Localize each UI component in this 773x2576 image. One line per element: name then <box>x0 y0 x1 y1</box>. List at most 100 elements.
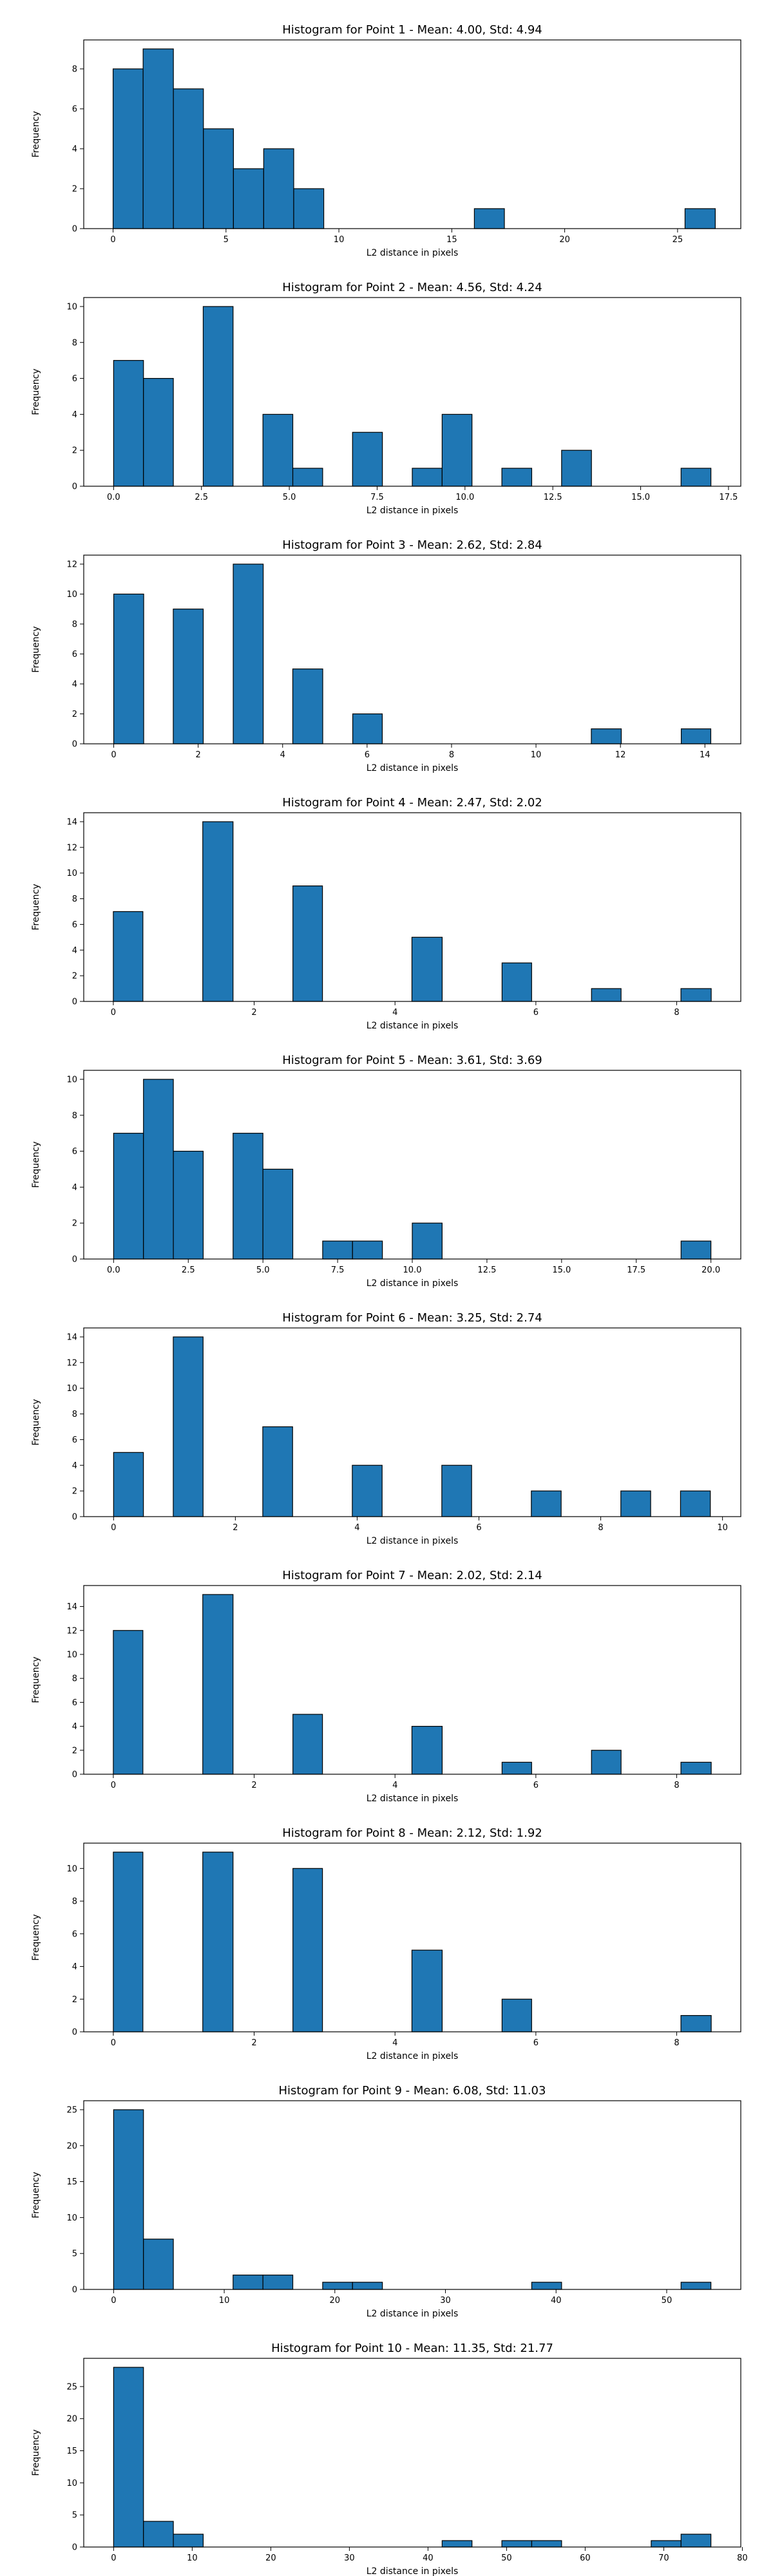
histogram-panel: Histogram for Point 2 - Mean: 4.56, Std:… <box>31 281 741 516</box>
histogram-bar <box>143 1079 174 1260</box>
y-axis-label: Frequency <box>31 1141 41 1188</box>
histogram-bar <box>262 413 294 487</box>
y-tick-label: 10 <box>66 1075 77 1084</box>
y-tick-label: 10 <box>66 302 77 312</box>
x-tick-label: 12.5 <box>544 493 562 502</box>
y-tick-label: 14 <box>66 817 77 827</box>
x-tick-label: 12.5 <box>477 1265 496 1275</box>
histogram-bar <box>292 1868 323 2032</box>
histogram-panel: Histogram for Point 1 - Mean: 4.00, Std:… <box>31 23 741 258</box>
axes-frame <box>83 2358 741 2548</box>
x-axis-label: L2 distance in pixels <box>367 1021 459 1031</box>
x-tick-label: 0 <box>111 2553 116 2563</box>
y-tick-label: 6 <box>72 104 77 114</box>
y-tick-label: 2 <box>72 710 77 719</box>
histogram-bar <box>202 306 234 487</box>
x-axis-label: L2 distance in pixels <box>367 2051 459 2061</box>
histogram-panel: Histogram for Point 4 - Mean: 2.47, Std:… <box>31 796 741 1031</box>
histogram-bar <box>322 1240 353 1260</box>
y-axis-label: Frequency <box>31 2172 41 2218</box>
x-axis-label: L2 distance in pixels <box>367 506 459 516</box>
histogram-bar <box>173 88 204 229</box>
y-tick-label: 4 <box>72 679 77 689</box>
axes-frame <box>83 554 741 744</box>
axes-frame <box>83 39 741 229</box>
y-tick-label: 10 <box>66 590 77 600</box>
x-tick-label: 6 <box>476 1523 481 1533</box>
x-tick-label: 80 <box>737 2553 748 2563</box>
histogram-panel: Histogram for Point 3 - Mean: 2.62, Std:… <box>31 538 741 773</box>
x-tick-label: 0.0 <box>107 1265 120 1275</box>
histogram-bar <box>352 431 383 487</box>
x-tick-label: 2.5 <box>195 493 208 502</box>
histogram-bar <box>352 1240 383 1260</box>
histogram-bar <box>113 2109 144 2290</box>
x-tick-label: 2 <box>251 1008 256 1018</box>
x-tick-label: 10 <box>334 235 345 245</box>
histogram-bar <box>501 962 532 1002</box>
histogram-bar <box>113 1452 144 1517</box>
histogram-bar <box>173 1336 204 1517</box>
y-tick-label: 8 <box>72 338 77 348</box>
histogram-bar <box>262 2275 294 2290</box>
y-tick-label: 0 <box>72 225 77 234</box>
chart-title: Histogram for Point 6 - Mean: 3.25, Std:… <box>282 1311 542 1325</box>
y-tick-label: 0 <box>72 2286 77 2295</box>
histogram-bar <box>411 936 443 1002</box>
x-tick-label: 8 <box>674 1781 679 1790</box>
x-tick-label: 50 <box>662 2296 673 2306</box>
histogram-bar <box>531 1490 562 1517</box>
histogram-bar <box>441 2540 473 2548</box>
histogram-bar <box>112 68 144 229</box>
y-tick-label: 5 <box>72 2511 77 2521</box>
y-axis-label: Frequency <box>31 368 41 415</box>
y-tick-label: 2 <box>72 1487 77 1497</box>
x-tick-label: 5.0 <box>256 1265 270 1275</box>
histogram-panel: Histogram for Point 7 - Mean: 2.02, Std:… <box>31 1569 741 1804</box>
y-tick-label: 4 <box>72 144 77 154</box>
y-tick-label: 0 <box>72 740 77 750</box>
histogram-bar <box>113 2367 144 2548</box>
y-tick-label: 25 <box>66 2105 77 2115</box>
x-tick-label: 6 <box>365 750 370 760</box>
x-tick-label: 60 <box>580 2553 591 2563</box>
x-tick-label: 20 <box>330 2296 341 2306</box>
x-tick-label: 10 <box>219 2296 230 2306</box>
histogram-bar <box>113 1852 144 2032</box>
histogram-panel: Histogram for Point 8 - Mean: 2.12, Std:… <box>31 1826 741 2061</box>
y-tick-label: 10 <box>66 1384 77 1394</box>
y-tick-label: 6 <box>72 920 77 930</box>
x-axis-label: L2 distance in pixels <box>367 1794 459 1804</box>
x-tick-label: 8 <box>674 2038 679 2048</box>
x-tick-label: 0 <box>111 2296 116 2306</box>
axes-frame <box>83 812 741 1002</box>
histogram-bar <box>680 988 712 1002</box>
x-tick-label: 0 <box>110 235 115 245</box>
histogram-bar <box>412 1222 443 1260</box>
x-tick-label: 4 <box>392 2038 397 2048</box>
x-tick-label: 17.5 <box>627 1265 645 1275</box>
x-tick-label: 4 <box>392 1008 397 1018</box>
y-tick-label: 14 <box>66 1332 77 1342</box>
y-tick-label: 0 <box>72 1513 77 1522</box>
x-tick-label: 2 <box>233 1523 238 1533</box>
x-tick-label: 40 <box>551 2296 562 2306</box>
x-tick-label: 4 <box>280 750 285 760</box>
x-tick-label: 10 <box>187 2553 198 2563</box>
x-tick-label: 6 <box>533 1008 539 1018</box>
histogram-bar <box>620 1490 651 1517</box>
histogram-panel: Histogram for Point 6 - Mean: 3.25, Std:… <box>31 1311 741 1546</box>
y-axis-label: Frequency <box>31 1656 41 1703</box>
histogram-bar <box>113 1630 144 1775</box>
x-tick-label: 20 <box>559 235 570 245</box>
histogram-bar <box>352 1464 383 1517</box>
y-axis-label: Frequency <box>31 884 41 930</box>
y-tick-label: 6 <box>72 1147 77 1157</box>
histogram-bar <box>322 2282 353 2290</box>
y-tick-label: 8 <box>72 1111 77 1121</box>
histogram-bar <box>113 911 144 1002</box>
x-tick-label: 7.5 <box>331 1265 345 1275</box>
y-tick-label: 8 <box>72 64 77 74</box>
x-axis-label: L2 distance in pixels <box>367 763 459 773</box>
y-axis-label: Frequency <box>31 626 41 672</box>
